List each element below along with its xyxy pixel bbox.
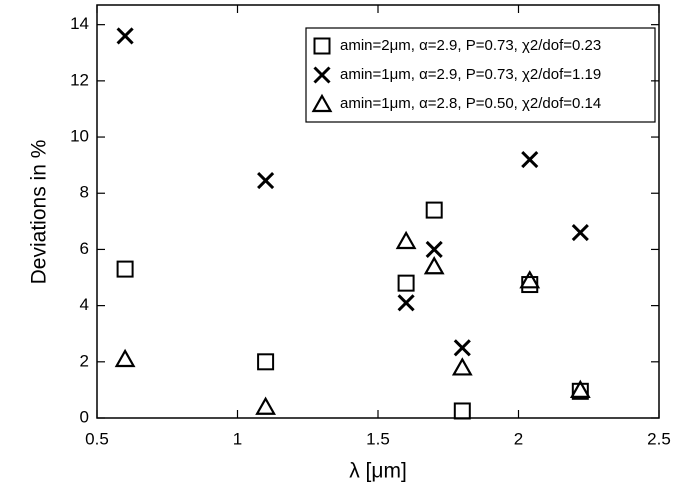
triangle-marker [569,379,591,399]
x-marker [571,224,589,242]
y-tick-label: 2 [80,351,89,370]
x-marker [397,294,415,312]
x-marker [313,66,331,84]
legend-label: amin=1μm, α=2.8, P=0.50, χ2/dof=0.14 [340,95,601,112]
x-marker [116,27,134,45]
y-tick-label: 4 [80,295,89,314]
x-marker [453,339,471,357]
square-marker [257,353,275,371]
x-tick-label: 1.5 [366,429,390,448]
triangle-marker [519,270,541,289]
square-marker [453,402,471,420]
y-tick-label: 10 [70,127,89,146]
x-tick-label: 0.5 [85,429,109,448]
x-marker [521,150,539,169]
legend-box [305,27,656,123]
square-marker [397,274,415,292]
legend-label: amin=2μm, α=2.9, P=0.73, χ2/dof=0.23 [340,37,601,54]
y-tick-label: 6 [80,239,89,258]
x-tick-label: 1 [233,429,242,448]
square-marker [425,201,443,219]
y-tick-label: 0 [80,407,89,426]
triangle-marker [395,230,417,250]
x-tick-label: 2 [514,429,523,448]
x-tick-label: 2.5 [647,429,671,448]
y-tick-label: 8 [80,183,89,202]
x-axis-label: λ [μm] [349,460,407,483]
x-marker [257,172,275,190]
x-marker [425,240,443,258]
square-marker [521,276,539,294]
triangle-marker [255,396,276,415]
y-axis-label: Deviations in % [28,140,51,285]
y-tick-label: 12 [70,70,89,89]
triangle-marker [423,256,445,275]
square-marker [116,260,134,278]
square-marker [313,37,331,55]
triangle-marker [311,93,333,113]
legend-label: amin=1μm, α=2.9, P=0.73, χ2/dof=1.19 [340,66,601,83]
triangle-marker [451,357,473,376]
y-tick-label: 14 [70,14,89,33]
triangle-marker [114,348,136,368]
